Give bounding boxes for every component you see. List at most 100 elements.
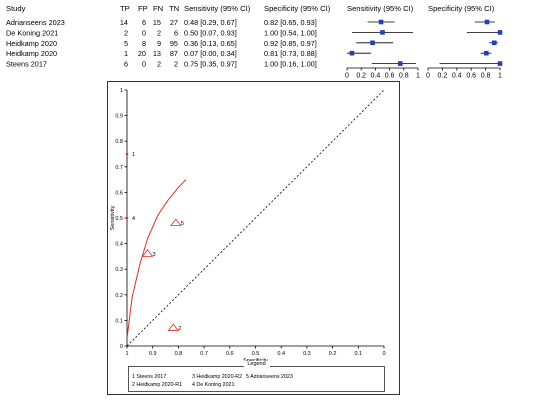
sroc-plot: 0 0.1 0.2 0.3 0.4 0.5 0.6 0.7 0.8 0.9 1 1 0.9 0.8 0.7 0… <box>110 88 386 364</box>
sensitivity-point <box>378 19 384 25</box>
study-name: Heidkamp 2020 <box>6 39 57 48</box>
legend-item: 1 Steens 2017 <box>132 374 167 380</box>
tp-value: 1 <box>124 49 128 58</box>
sensitivity-tick-label: 0.6 <box>385 73 395 80</box>
sroc-curve <box>126 179 187 339</box>
fn-value: 2 <box>157 60 161 69</box>
y-axis-label: Sensitivity <box>110 205 116 230</box>
x-tick-label: 0.9 <box>149 351 157 357</box>
specificity-point <box>497 30 503 35</box>
sensitivity-ci: 0.36 [0.13, 0.65] <box>184 39 237 48</box>
tp-value: 5 <box>124 39 128 48</box>
y-tick-label: 0.8 <box>115 139 123 145</box>
study-point <box>125 152 129 156</box>
legend-item: 3 Heidkamp 2020-R2 <box>192 374 243 380</box>
legend-title: Legend <box>243 361 270 367</box>
study-point-label: 5 <box>181 221 184 227</box>
legend-item: 2 Heidkamp 2020-R1 <box>132 382 183 388</box>
specificity-ci: 0.82 [0.65, 0.93] <box>264 18 317 27</box>
x-tick-label: 0.4 <box>277 351 285 357</box>
legend-item: 5 Adrianseens 2023 <box>246 374 293 380</box>
tn-value: 95 <box>170 39 178 48</box>
sensitivity-point <box>349 50 355 56</box>
sensitivity-tick-label: 1 <box>416 73 420 80</box>
sensitivity-point <box>397 61 403 66</box>
specificity-point <box>484 50 489 56</box>
study-point <box>125 216 129 220</box>
legend: Legend 1 Steens 2017 2 Heidkamp 2020-R1 … <box>128 361 385 392</box>
specificity-plot-header: Specificity (95% CI) <box>428 4 495 13</box>
sensitivity-point <box>370 40 375 46</box>
tp-value: 6 <box>124 60 128 69</box>
sensitivity-ci: 0.48 [0.29, 0.67] <box>184 18 237 27</box>
col-header-study: Study <box>6 4 26 13</box>
fn-value: 2 <box>157 28 161 37</box>
x-tick-label: 0.2 <box>329 351 337 357</box>
tn-value: 2 <box>174 60 178 69</box>
sensitivity-tick-label: 0.2 <box>356 73 366 80</box>
y-tick-label: 0.9 <box>115 114 123 120</box>
tn-value: 27 <box>170 18 178 27</box>
specificity-tick-label: 0.8 <box>481 73 491 80</box>
specificity-ci: 0.92 [0.85, 0.97] <box>264 39 317 48</box>
x-tick-label: 1 <box>125 351 128 357</box>
specificity-tick-label: 0 <box>426 73 430 80</box>
col-header-fp: FP <box>138 4 148 13</box>
specificity-tick-label: 1 <box>498 73 502 80</box>
reference-diagonal <box>126 89 385 347</box>
y-tick-label: 1 <box>120 88 123 94</box>
tp-value: 14 <box>120 18 128 27</box>
forest-plot-table: Study TP FP FN TN Sensitivity (95% CI) Specifi… <box>6 4 503 80</box>
sensitivity-ci: 0.50 [0.07, 0.93] <box>184 28 237 37</box>
fn-value: 13 <box>153 49 161 58</box>
sroc-figure: 0 0.1 0.2 0.3 0.4 0.5 0.6 0.7 0.8 0.9 1 1 0.9 0.8 0.7 0… <box>107 81 400 395</box>
specificity-ci: 0.81 [0.73, 0.88] <box>264 49 317 58</box>
tn-value: 87 <box>170 49 178 58</box>
specificity-tick-label: 0.2 <box>438 73 448 80</box>
fp-value: 20 <box>138 49 146 58</box>
specificity-tick-label: 0.6 <box>466 73 476 80</box>
x-tick-label: 0.1 <box>354 351 362 357</box>
study-point-label: 3 <box>153 252 156 258</box>
sensitivity-ci: 0.07 [0.00, 0.34] <box>184 49 237 58</box>
legend-item: 4 De Koning 2021 <box>192 382 235 388</box>
x-tick-label: 0 <box>382 351 385 357</box>
y-tick-label: 0 <box>120 344 123 350</box>
tn-value: 6 <box>174 28 178 37</box>
study-point <box>167 323 180 331</box>
sensitivity-plot-header: Sensitivity (95% CI) <box>347 4 414 13</box>
x-tick-label: 0.5 <box>252 351 260 357</box>
specificity-point <box>497 61 503 66</box>
sensitivity-point <box>380 30 385 35</box>
y-tick-label: 0.6 <box>115 190 123 196</box>
study-name: Heidkamp 2020 <box>6 49 57 58</box>
study-name: Adrianseens 2023 <box>6 18 65 27</box>
col-header-tp: TP <box>120 4 130 13</box>
col-header-specificity: Specificity (95% CI) <box>264 4 331 13</box>
col-header-sensitivity: Sensitivity (95% CI) <box>184 4 251 13</box>
specificity-point <box>484 19 490 25</box>
study-point-label: 1 <box>132 152 135 158</box>
tp-value: 2 <box>124 28 128 37</box>
sensitivity-tick-label: 0.8 <box>399 73 409 80</box>
fp-value: 0 <box>142 28 146 37</box>
study-point <box>141 249 154 257</box>
x-tick-label: 0.7 <box>200 351 208 357</box>
y-tick-label: 0.7 <box>115 165 123 171</box>
y-tick-label: 0.5 <box>115 216 123 222</box>
study-name: De Koning 2021 <box>6 28 58 37</box>
specificity-ci: 1.00 [0.16, 1.00] <box>264 60 317 69</box>
col-header-fn: FN <box>153 4 163 13</box>
fp-value: 8 <box>142 39 146 48</box>
y-tick-label: 0.4 <box>115 242 123 248</box>
study-name: Steens 2017 <box>6 60 47 69</box>
study-point-label: 4 <box>132 216 135 222</box>
x-tick-label: 0.3 <box>303 351 311 357</box>
y-tick-label: 0.1 <box>115 318 123 324</box>
col-header-tn: TN <box>169 4 179 13</box>
fp-value: 0 <box>142 60 146 69</box>
sensitivity-ci: 0.75 [0.35, 0.97] <box>184 60 237 69</box>
specificity-point <box>491 40 497 46</box>
sensitivity-tick-label: 0.4 <box>371 73 381 80</box>
fn-value: 9 <box>157 39 161 48</box>
